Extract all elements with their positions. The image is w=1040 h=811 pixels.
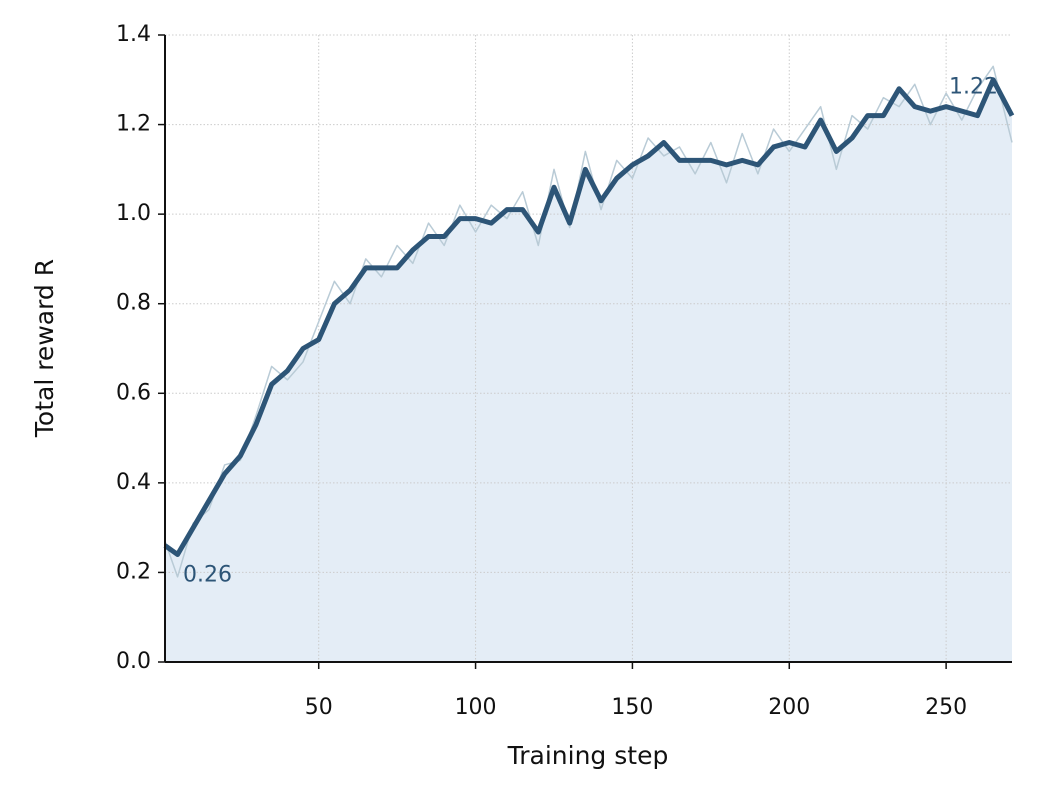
y-axis-label: Total reward R [30,259,59,438]
x-tick-label: 250 [925,695,967,720]
annotation: 1.22 [949,75,998,100]
y-tick-label: 0.2 [116,559,151,584]
x-tick-label: 200 [768,695,810,720]
y-tick-label: 1.2 [116,112,151,137]
line [164,65,1013,578]
line [163,77,1015,558]
x-tick-label: 150 [611,695,653,720]
x-axis-label: Training step [507,741,669,770]
y-tick-label: 0.0 [116,649,151,674]
y-tick-label: 0.4 [116,470,151,495]
annotation: 0.26 [183,563,232,588]
y-tick-label: 0.8 [116,291,151,316]
area-fill [165,79,1012,663]
y-tick-label: 1.0 [116,201,151,226]
y-tick-label: 0.6 [116,380,151,405]
x-tick-label: 100 [455,695,497,720]
y-tick-label: 1.4 [116,22,151,47]
x-tick-label: 50 [305,695,333,720]
